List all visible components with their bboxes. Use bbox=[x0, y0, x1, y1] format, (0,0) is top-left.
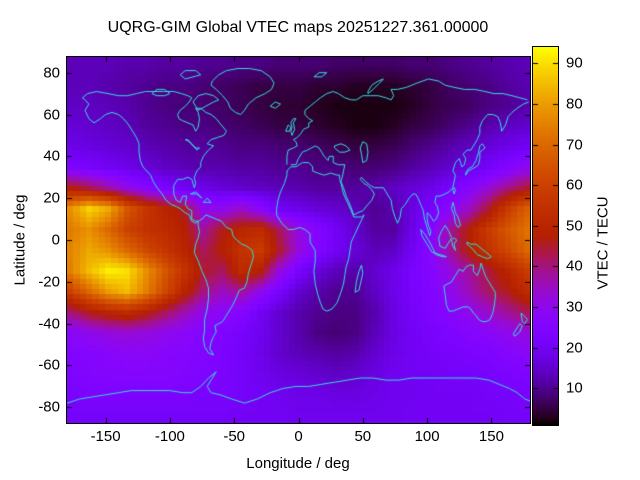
cb-tick-label: 90 bbox=[566, 54, 583, 72]
cb-tick-label: 20 bbox=[566, 339, 583, 357]
y-tick-label: -40 bbox=[38, 315, 60, 333]
y-tick-label: -60 bbox=[38, 356, 60, 374]
cb-tick-label: 10 bbox=[566, 379, 583, 397]
x-tick-label: 100 bbox=[414, 428, 440, 445]
y-tick-label: 60 bbox=[43, 106, 60, 123]
vtec-heatmap-canvas bbox=[67, 57, 530, 423]
x-tick-label: 150 bbox=[478, 428, 504, 445]
x-tick-label: -50 bbox=[223, 428, 246, 445]
y-tick-label: 0 bbox=[51, 231, 60, 249]
colorbar-canvas bbox=[533, 47, 558, 425]
cb-tick-label: 40 bbox=[566, 257, 583, 275]
colorbar-label: VTEC / TECU bbox=[594, 196, 612, 290]
y-tick-label: 80 bbox=[43, 64, 60, 82]
cb-tick-label: 50 bbox=[566, 217, 583, 235]
chart-title: UQRG-GIM Global VTEC maps 20251227.361.0… bbox=[107, 19, 489, 36]
cb-tick-label: 70 bbox=[566, 136, 583, 154]
y-tick-label: -80 bbox=[38, 398, 60, 416]
x-axis-label: Longitude / deg bbox=[246, 455, 350, 472]
x-tick-label: -150 bbox=[90, 428, 121, 445]
y-tick-label: 20 bbox=[43, 189, 60, 207]
cb-tick-label: 80 bbox=[566, 95, 583, 113]
x-tick-label: 50 bbox=[354, 428, 372, 445]
x-tick-label: 0 bbox=[294, 428, 303, 445]
y-tick-label: -20 bbox=[38, 273, 60, 291]
x-tick-label: -100 bbox=[154, 428, 185, 445]
cb-tick-label: 60 bbox=[566, 176, 583, 194]
cb-tick-label: 30 bbox=[566, 298, 583, 316]
y-tick-label: 40 bbox=[43, 147, 60, 165]
